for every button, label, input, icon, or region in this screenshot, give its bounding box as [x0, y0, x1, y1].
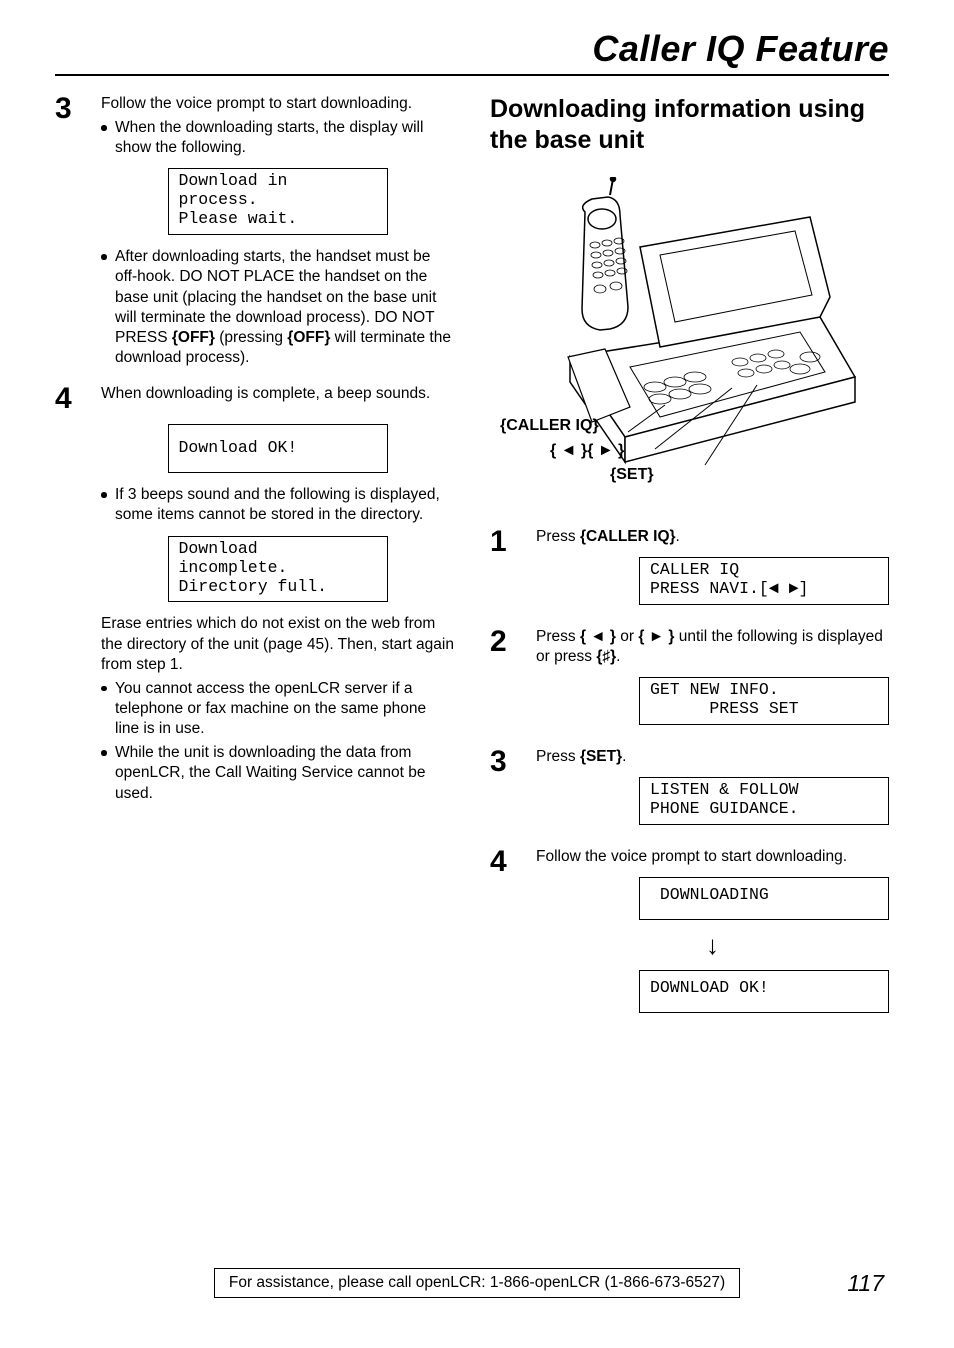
step-text: Press { ◄ } or { ► } until the following…	[536, 627, 889, 667]
step-4-right: 4 Follow the voice prompt to start downl…	[490, 847, 889, 1023]
step-3-left: 3 Follow the voice prompt to start downl…	[55, 94, 454, 372]
text-fragment: .	[622, 748, 626, 765]
step-number: 3	[55, 94, 81, 372]
content-columns: 3 Follow the voice prompt to start downl…	[55, 94, 889, 1035]
device-illustration: {CALLER IQ} { ◄ }{ ► } {SET}	[490, 177, 889, 497]
text-fragment: .	[616, 648, 620, 665]
lcd-display: Download OK!	[168, 424, 388, 473]
page-header-title: Caller IQ Feature	[55, 28, 889, 70]
bullet-item: You cannot access the openLCR server if …	[101, 679, 454, 739]
key-right: { ► }	[638, 628, 674, 645]
bullet-item: While the unit is downloading the data f…	[101, 743, 454, 803]
text-fragment: or	[616, 628, 638, 645]
step-text: Follow the voice prompt to start downloa…	[536, 847, 889, 867]
footer-assistance-box: For assistance, please call openLCR: 1-8…	[214, 1268, 740, 1298]
arrow-down-icon: ↓	[536, 932, 889, 958]
key-caller-iq: {CALLER IQ}	[580, 528, 676, 545]
lcd-display: Download in process. Please wait.	[168, 168, 388, 235]
text-fragment: Press	[536, 528, 580, 545]
lcd-display: DOWNLOAD OK!	[639, 970, 889, 1013]
text-fragment: (pressing	[215, 329, 287, 346]
step-body: Press {SET}. LISTEN & FOLLOW PHONE GUIDA…	[536, 747, 889, 835]
step-body: Follow the voice prompt to start downloa…	[536, 847, 889, 1023]
lcd-display: DOWNLOADING	[639, 877, 889, 920]
bullet-item: If 3 beeps sound and the following is di…	[101, 485, 454, 525]
step-number: 1	[490, 527, 516, 615]
step-4-left: 4 When downloading is complete, a beep s…	[55, 384, 454, 808]
step-body: Press {CALLER IQ}. CALLER IQ PRESS NAVI.…	[536, 527, 889, 615]
paragraph: Erase entries which do not exist on the …	[101, 614, 454, 674]
key-off: {OFF}	[172, 329, 215, 346]
label-nav: { ◄ }{ ► }	[500, 440, 654, 462]
lcd-display: LISTEN & FOLLOW PHONE GUIDANCE.	[639, 777, 889, 825]
step-number: 3	[490, 747, 516, 835]
text-fragment: Press	[536, 748, 580, 765]
bullet-item: When the downloading starts, the display…	[101, 118, 454, 158]
step-3-right: 3 Press {SET}. LISTEN & FOLLOW PHONE GUI…	[490, 747, 889, 835]
step-body: Follow the voice prompt to start downloa…	[101, 94, 454, 372]
left-column: 3 Follow the voice prompt to start downl…	[55, 94, 454, 1035]
lcd-display: Download incomplete. Directory full.	[168, 536, 388, 603]
step-text: Press {SET}.	[536, 747, 889, 767]
step-text: Follow the voice prompt to start downloa…	[101, 94, 454, 114]
step-1-right: 1 Press {CALLER IQ}. CALLER IQ PRESS NAV…	[490, 527, 889, 615]
page-number: 117	[847, 1270, 884, 1297]
label-caller-iq: {CALLER IQ}	[500, 415, 654, 437]
device-labels: {CALLER IQ} { ◄ }{ ► } {SET}	[500, 415, 654, 488]
right-column: Downloading information using the base u…	[490, 94, 889, 1035]
lcd-display: CALLER IQ PRESS NAVI.[◄ ►]	[639, 557, 889, 605]
step-2-right: 2 Press { ◄ } or { ► } until the followi…	[490, 627, 889, 735]
key-hash: {♯}	[596, 648, 616, 665]
step-body: Press { ◄ } or { ► } until the following…	[536, 627, 889, 735]
step-body: When downloading is complete, a beep sou…	[101, 384, 454, 808]
lcd-display: GET NEW INFO. PRESS SET	[639, 677, 889, 725]
key-set: {SET}	[580, 748, 622, 765]
header-rule	[55, 74, 889, 76]
label-set: {SET}	[500, 464, 654, 486]
key-off: {OFF}	[287, 329, 330, 346]
section-subheading: Downloading information using the base u…	[490, 94, 889, 157]
bullet-item: After downloading starts, the handset mu…	[101, 247, 454, 368]
page-footer: For assistance, please call openLCR: 1-8…	[0, 1268, 954, 1298]
step-text: When downloading is complete, a beep sou…	[101, 384, 454, 404]
step-number: 4	[55, 384, 81, 808]
key-left: { ◄ }	[580, 628, 616, 645]
text-fragment: Press	[536, 628, 580, 645]
step-number: 2	[490, 627, 516, 735]
text-fragment: .	[676, 528, 680, 545]
step-text: Press {CALLER IQ}.	[536, 527, 889, 547]
step-number: 4	[490, 847, 516, 1023]
